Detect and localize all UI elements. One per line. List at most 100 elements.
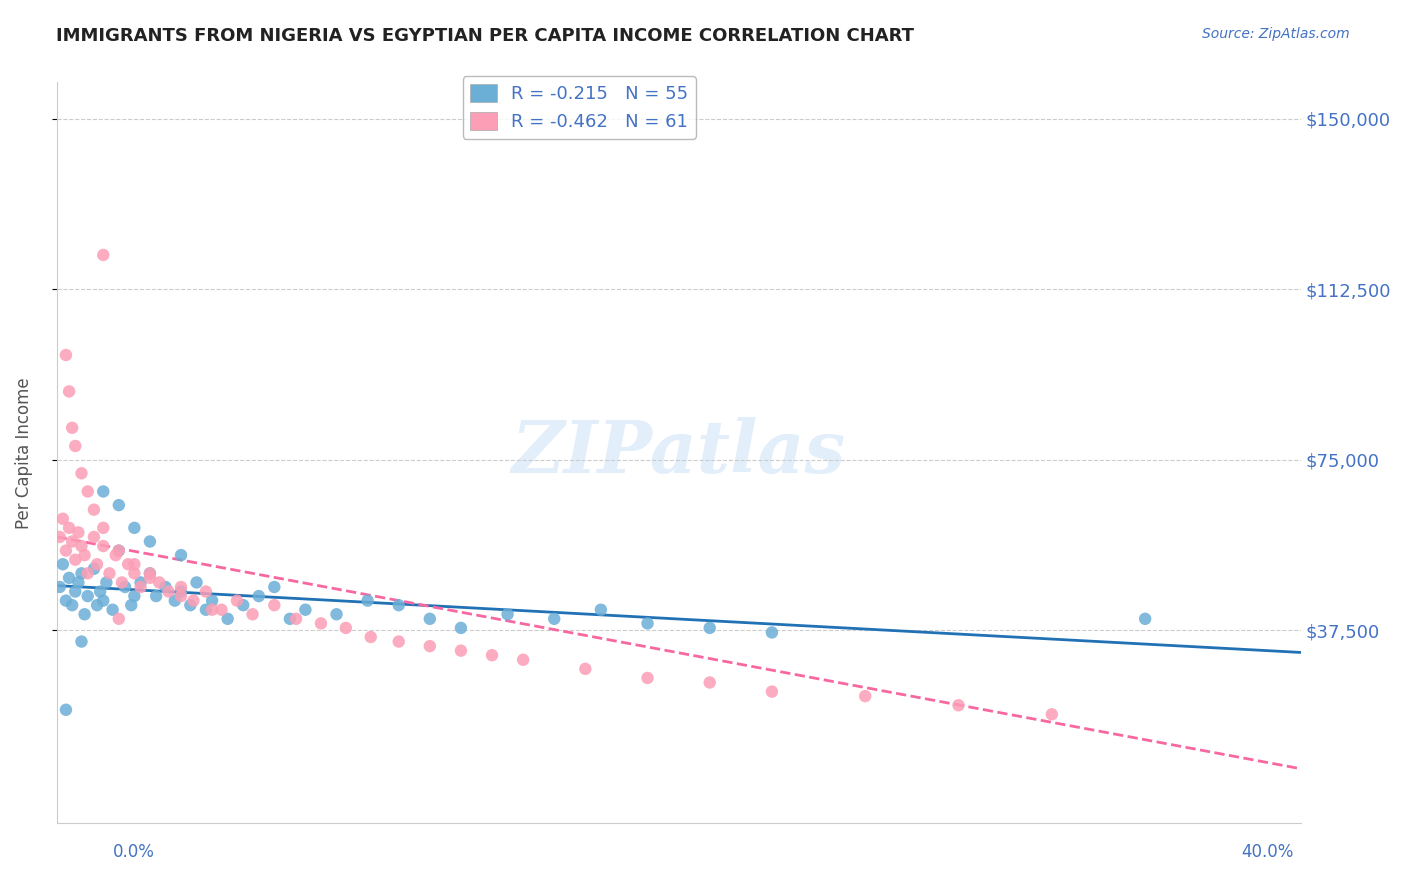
Point	[60, 421, 83, 435]
Point	[48, 580, 70, 594]
Point	[761, 625, 783, 640]
Point	[52, 512, 75, 526]
Point	[148, 575, 170, 590]
Point	[419, 612, 441, 626]
Point	[543, 612, 565, 626]
Point	[853, 689, 876, 703]
Point	[139, 534, 162, 549]
Text: 40.0%: 40.0%	[1241, 843, 1294, 861]
Point	[512, 653, 534, 667]
Point	[86, 558, 108, 572]
Point	[91, 539, 114, 553]
Point	[247, 589, 270, 603]
Point	[217, 612, 239, 626]
Point	[117, 558, 139, 572]
Point	[309, 616, 332, 631]
Point	[58, 384, 80, 399]
Point	[388, 598, 411, 612]
Point	[70, 634, 93, 648]
Point	[91, 593, 114, 607]
Point	[335, 621, 357, 635]
Point	[948, 698, 970, 713]
Text: ZIPatlas: ZIPatlas	[512, 417, 845, 488]
Point	[1133, 612, 1156, 626]
Point	[98, 566, 121, 581]
Point	[91, 521, 114, 535]
Legend: R = -0.215   N = 55, R = -0.462   N = 61: R = -0.215 N = 55, R = -0.462 N = 61	[463, 77, 696, 138]
Point	[96, 575, 118, 590]
Point	[194, 603, 217, 617]
Text: IMMIGRANTS FROM NIGERIA VS EGYPTIAN PER CAPITA INCOME CORRELATION CHART: IMMIGRANTS FROM NIGERIA VS EGYPTIAN PER …	[56, 27, 914, 45]
Point	[360, 630, 382, 644]
Point	[65, 552, 87, 566]
Point	[232, 598, 254, 612]
Point	[699, 621, 721, 635]
Point	[124, 558, 146, 572]
Point	[356, 593, 378, 607]
Point	[637, 616, 659, 631]
Point	[129, 575, 152, 590]
Point	[186, 575, 208, 590]
Point	[637, 671, 659, 685]
Point	[76, 484, 98, 499]
Point	[124, 589, 146, 603]
Point	[60, 534, 83, 549]
Point	[67, 575, 90, 590]
Point	[145, 589, 167, 603]
Point	[91, 248, 114, 262]
Point	[209, 603, 232, 617]
Point	[76, 589, 98, 603]
Point	[129, 580, 152, 594]
Point	[124, 566, 146, 581]
Point	[73, 607, 96, 622]
Point	[104, 548, 127, 562]
Point	[450, 643, 472, 657]
Y-axis label: Per Capita Income: Per Capita Income	[15, 377, 32, 529]
Point	[278, 612, 301, 626]
Point	[194, 584, 217, 599]
Text: 0.0%: 0.0%	[112, 843, 155, 861]
Point	[55, 543, 77, 558]
Point	[55, 703, 77, 717]
Point	[67, 525, 90, 540]
Point	[285, 612, 308, 626]
Point	[70, 566, 93, 581]
Point	[111, 575, 134, 590]
Point	[120, 598, 142, 612]
Point	[1040, 707, 1063, 722]
Point	[83, 502, 105, 516]
Point	[48, 530, 70, 544]
Point	[91, 484, 114, 499]
Point	[450, 621, 472, 635]
Point	[388, 634, 411, 648]
Point	[58, 521, 80, 535]
Point	[70, 539, 93, 553]
Point	[101, 603, 124, 617]
Point	[124, 521, 146, 535]
Point	[699, 675, 721, 690]
Point	[86, 598, 108, 612]
Point	[574, 662, 596, 676]
Point	[108, 543, 131, 558]
Point	[201, 603, 224, 617]
Point	[52, 558, 75, 572]
Point	[179, 598, 201, 612]
Point	[325, 607, 347, 622]
Point	[263, 598, 285, 612]
Point	[89, 584, 111, 599]
Point	[58, 571, 80, 585]
Point	[183, 593, 205, 607]
Point	[73, 548, 96, 562]
Point	[589, 603, 612, 617]
Point	[263, 580, 285, 594]
Point	[157, 584, 180, 599]
Point	[201, 593, 224, 607]
Point	[170, 584, 193, 599]
Point	[65, 439, 87, 453]
Text: Source: ZipAtlas.com: Source: ZipAtlas.com	[1202, 27, 1350, 41]
Point	[76, 566, 98, 581]
Point	[83, 530, 105, 544]
Point	[496, 607, 519, 622]
Point	[55, 348, 77, 362]
Point	[114, 580, 136, 594]
